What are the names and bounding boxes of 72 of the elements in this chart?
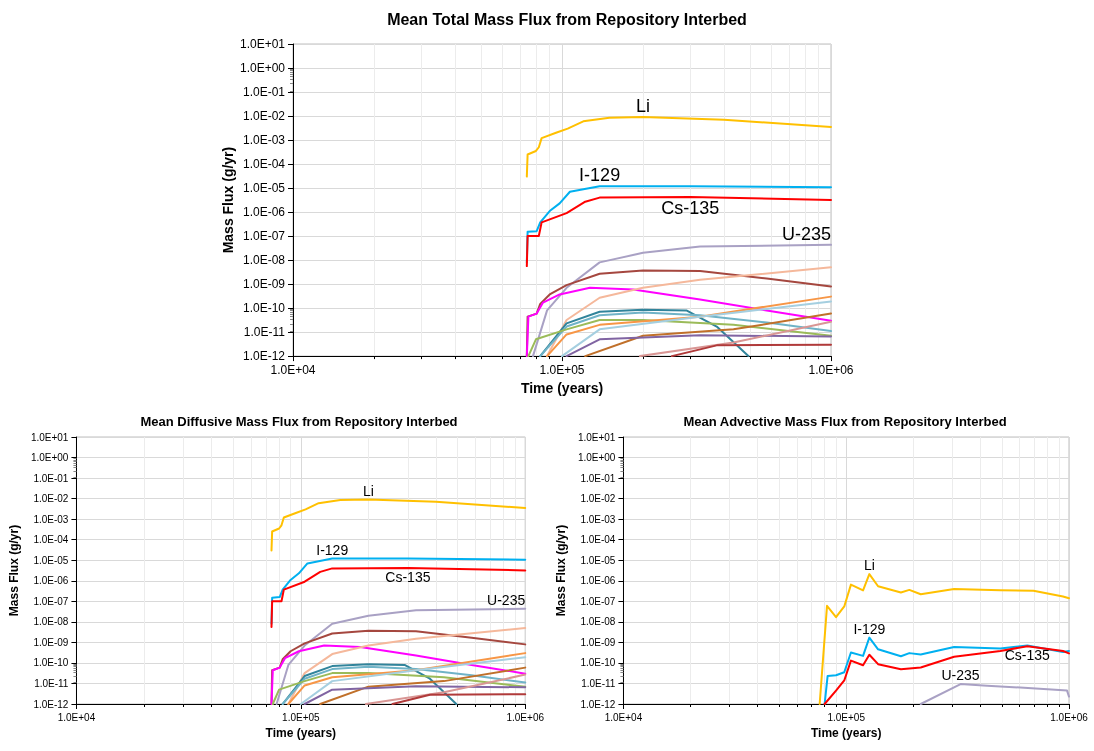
y-tick-label: 1.0E+01 xyxy=(577,431,616,443)
y-tick-label: 1.0E-12 xyxy=(33,698,69,710)
series-label: I-129 xyxy=(853,620,886,637)
series-label: Cs-135 xyxy=(385,568,431,585)
y-tick-label: 1.0E-05 xyxy=(33,554,69,566)
x-tick-label: 1.0E+05 xyxy=(827,711,866,723)
x-tick-label: 1.0E+06 xyxy=(808,363,854,378)
y-tick-label: 1.0E-04 xyxy=(33,534,69,546)
series-label: U-235 xyxy=(781,223,831,244)
x-tick-label: 1.0E+04 xyxy=(604,711,643,723)
y-tick-label: 1.0E-08 xyxy=(580,616,616,628)
y-tick-label: 1.0E-08 xyxy=(242,253,286,268)
y-tick-label: 1.0E-10 xyxy=(33,657,69,669)
y-tick-label: 1.0E-08 xyxy=(33,616,69,628)
y-tick-label: 1.0E-12 xyxy=(242,349,286,364)
y-tick-label: 1.0E+00 xyxy=(30,452,69,464)
y-tick-label: 1.0E-01 xyxy=(580,472,616,484)
y-tick-label: 1.0E-07 xyxy=(242,229,286,244)
y-axis-title: Mass Flux (g/yr) xyxy=(220,146,236,254)
y-axis-title: Mass Flux (g/yr) xyxy=(554,524,568,617)
x-axis-title: Time (years) xyxy=(810,725,882,740)
y-tick-label: 1.0E-11 xyxy=(243,325,286,340)
y-tick-label: 1.0E-10 xyxy=(242,301,286,316)
series-label: Li xyxy=(362,482,374,499)
y-tick-label: 1.0E-01 xyxy=(33,472,69,484)
y-tick-label: 1.0E-07 xyxy=(33,595,69,607)
y-tick-label: 1.0E+00 xyxy=(239,61,286,76)
y-tick-label: 1.0E-06 xyxy=(580,575,616,587)
series-label: Cs-135 xyxy=(661,198,720,219)
chart-title: Mean Advective Mass Flux from Repository Interbed xyxy=(683,414,1007,429)
y-tick-label: 1.0E-02 xyxy=(580,493,616,505)
y-tick-label: 1.0E-12 xyxy=(580,698,616,710)
x-axis-title: Time (years) xyxy=(265,725,337,740)
y-tick-label: 1.0E-03 xyxy=(242,133,286,148)
x-tick-label: 1.0E+04 xyxy=(270,363,316,378)
chart-title: Mean Diffusive Mass Flux from Repository Interbed xyxy=(140,414,458,429)
y-tick-label: 1.0E+01 xyxy=(239,37,286,51)
series-label: Li xyxy=(863,557,875,574)
x-tick-label: 1.0E+05 xyxy=(539,363,585,378)
y-tick-label: 1.0E-02 xyxy=(33,493,69,505)
series-label: I-129 xyxy=(579,165,621,186)
y-tick-label: 1.0E-07 xyxy=(580,595,616,607)
series-label: Cs-135 xyxy=(1004,647,1051,664)
chart-title: Mean Total Mass Flux from Repository Interbed xyxy=(387,10,747,28)
y-tick-label: 1.0E-09 xyxy=(580,636,616,648)
y-tick-label: 1.0E-06 xyxy=(33,575,69,587)
y-tick-label: 1.0E-09 xyxy=(33,636,69,648)
y-tick-label: 1.0E+00 xyxy=(577,452,616,464)
y-tick-label: 1.0E-04 xyxy=(580,534,616,546)
y-tick-label: 1.0E-11 xyxy=(581,677,616,689)
x-tick-label: 1.0E+05 xyxy=(282,711,321,723)
y-tick-label: 1.0E-03 xyxy=(33,513,69,525)
y-tick-label: 1.0E-06 xyxy=(242,205,286,220)
x-tick-label: 1.0E+06 xyxy=(1050,711,1089,723)
y-tick-label: 1.0E-05 xyxy=(580,554,616,566)
series-label: I-129 xyxy=(316,541,349,558)
series-label: U-235 xyxy=(487,591,526,608)
series-label: U-235 xyxy=(941,667,980,684)
series-label: Li xyxy=(635,96,650,117)
x-axis-title: Time (years) xyxy=(520,380,604,396)
y-tick-label: 1.0E+01 xyxy=(30,431,69,443)
x-tick-label: 1.0E+06 xyxy=(506,711,545,723)
y-tick-label: 1.0E-05 xyxy=(242,181,286,196)
y-tick-label: 1.0E-03 xyxy=(580,513,616,525)
y-tick-label: 1.0E-11 xyxy=(34,677,69,689)
y-tick-label: 1.0E-04 xyxy=(242,157,286,172)
y-tick-label: 1.0E-10 xyxy=(580,657,616,669)
y-tick-label: 1.0E-02 xyxy=(242,109,286,124)
y-tick-label: 1.0E-01 xyxy=(242,85,286,100)
y-tick-label: 1.0E-09 xyxy=(242,277,286,292)
y-axis-title: Mass Flux (g/yr) xyxy=(7,524,21,617)
x-tick-label: 1.0E+04 xyxy=(57,711,96,723)
